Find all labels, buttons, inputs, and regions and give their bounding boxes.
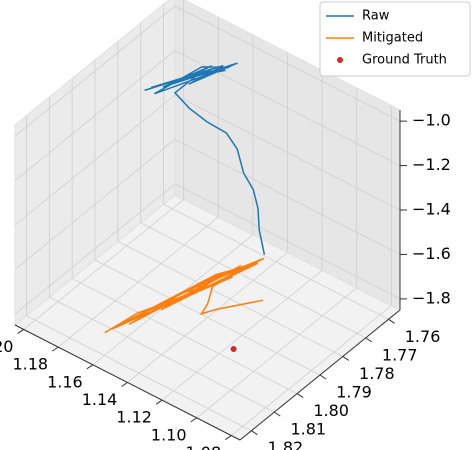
grid-line [49,296,275,413]
series-line [104,257,265,334]
ticks: 1.081.101.121.141.161.181.20 1.761.771.78… [0,110,451,450]
grid-line [140,222,366,339]
tick-mark [274,411,281,417]
y-axis [239,309,401,441]
x-tick-label: 1.12 [116,408,152,427]
z-tick-label: −1.8 [412,288,451,307]
tick-mark [388,318,395,324]
x-tick-label: 1.20 [0,337,13,356]
legend-label: Raw [362,9,390,24]
tick-mark [155,399,163,405]
grid-line [94,259,321,376]
x-tick-label: 1.10 [151,425,187,444]
point [230,345,237,352]
grid-line [174,5,401,122]
x-axis [14,324,241,441]
grid-line [26,315,252,432]
grid-line [14,5,176,137]
grid-line [14,94,176,226]
grid-line [117,241,344,357]
y-tick-label: 1.80 [313,401,349,420]
tick-mark [225,435,232,440]
legend-label: Ground Truth [362,53,447,68]
grid-line [14,139,176,270]
x-tick-label: 1.16 [47,372,83,391]
grid-line [174,94,401,211]
tick-mark [121,382,128,387]
grid-line [174,183,401,300]
x-tick-label: 1.08 [186,443,222,450]
legend: Raw Mitigated Ground Truth [319,1,471,77]
z-tick-label: −1.0 [412,111,451,130]
grid-line [174,139,401,255]
tick-mark [365,337,372,343]
y-tick-label: 1.76 [405,327,441,346]
grid-line [163,203,389,320]
tick-mark [342,356,350,361]
legend-label: Mitigated [362,31,423,46]
y-tick-label: 1.82 [268,438,304,450]
x-tick-label: 1.14 [82,390,118,409]
x-tick-label: 1.18 [12,355,48,374]
y-tick-label: 1.79 [336,383,372,402]
tick-mark [51,346,59,352]
tick-mark [319,374,327,380]
z-tick-label: −1.4 [412,200,451,219]
y-tick-label: 1.78 [359,364,395,383]
tick-mark [296,393,304,398]
legend-box [319,1,471,77]
tick-mark [17,329,24,334]
tick-mark [251,430,258,436]
z-tick-label: −1.6 [412,244,451,263]
grid-line [71,278,298,394]
grid-line [14,50,176,181]
y-tick-label: 1.81 [290,420,326,439]
legend-marker [337,57,343,63]
tick-mark [190,417,198,423]
series-line [144,62,266,255]
z-tick-label: −1.2 [412,155,451,174]
plot-area [104,62,266,352]
y-tick-label: 1.77 [382,345,418,364]
grid-line [14,183,176,315]
tick-mark [86,364,94,370]
